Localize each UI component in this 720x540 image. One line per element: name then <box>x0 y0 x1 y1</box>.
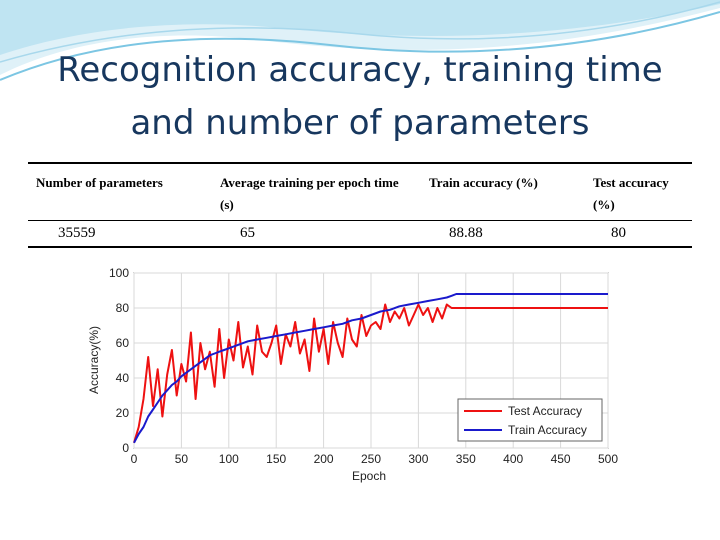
header-train-accuracy: Train accuracy (%) <box>429 175 538 190</box>
grid-lines <box>133 272 609 449</box>
decorative-swoosh <box>0 0 720 81</box>
y-tick-label: 60 <box>116 336 130 350</box>
header-average-training-time: Average training per epoch time (s) <box>220 175 399 212</box>
x-axis-label: Epoch <box>352 469 386 483</box>
y-tick-label: 100 <box>109 266 129 280</box>
y-tick-label: 40 <box>116 371 130 385</box>
cell-train-accuracy: 88.88 <box>449 225 483 241</box>
x-ticks: 0 50 100 150 200 250 300 350 400 450 500 <box>131 452 619 466</box>
series-line-train-accuracy <box>133 293 608 444</box>
x-tick-label: 0 <box>131 452 138 466</box>
y-tick-label: 0 <box>122 441 129 455</box>
title-line-1: Recognition accuracy, training time <box>57 50 663 90</box>
cell-average-training-time: 65 <box>240 225 255 241</box>
x-tick-label: 200 <box>314 452 334 466</box>
title-line-2: and number of parameters <box>130 103 590 143</box>
x-tick-label: 350 <box>456 452 476 466</box>
cell-test-accuracy: 80 <box>611 225 626 241</box>
slide-title: Recognition accuracy, training time and … <box>0 44 720 150</box>
y-tick-label: 20 <box>116 406 130 420</box>
cell-number-of-parameters: 35559 <box>58 225 96 241</box>
legend: Test Accuracy Train Accuracy <box>457 398 603 442</box>
x-tick-label: 500 <box>598 452 618 466</box>
parameters-table: Number of parameters Average training pe… <box>28 162 692 248</box>
accuracy-chart: 0 50 100 150 200 250 300 350 400 450 500 0 20 40 60 80… <box>87 266 619 483</box>
table-row: 35559 65 88.88 80 <box>28 221 692 247</box>
x-tick-label: 50 <box>175 452 189 466</box>
y-axis-label: Accuracy(%) <box>87 326 101 394</box>
plot-lines <box>133 293 608 444</box>
x-tick-label: 100 <box>219 452 239 466</box>
legend-box <box>457 398 603 442</box>
y-ticks: 0 20 40 60 80 100 <box>109 266 129 455</box>
legend-label-test: Test Accuracy <box>508 404 582 418</box>
series-line-test-accuracy <box>133 303 608 444</box>
x-tick-label: 250 <box>361 452 381 466</box>
y-tick-label: 80 <box>116 301 130 315</box>
x-tick-label: 450 <box>551 452 571 466</box>
table-header-row: Number of parameters Average training pe… <box>28 163 692 221</box>
header-number-of-parameters: Number of parameters <box>36 175 163 190</box>
header-test-accuracy: Test accuracy (%) <box>593 175 669 212</box>
legend-label-train: Train Accuracy <box>508 423 587 437</box>
x-tick-label: 300 <box>408 452 428 466</box>
x-tick-label: 400 <box>503 452 523 466</box>
x-tick-label: 150 <box>266 452 286 466</box>
